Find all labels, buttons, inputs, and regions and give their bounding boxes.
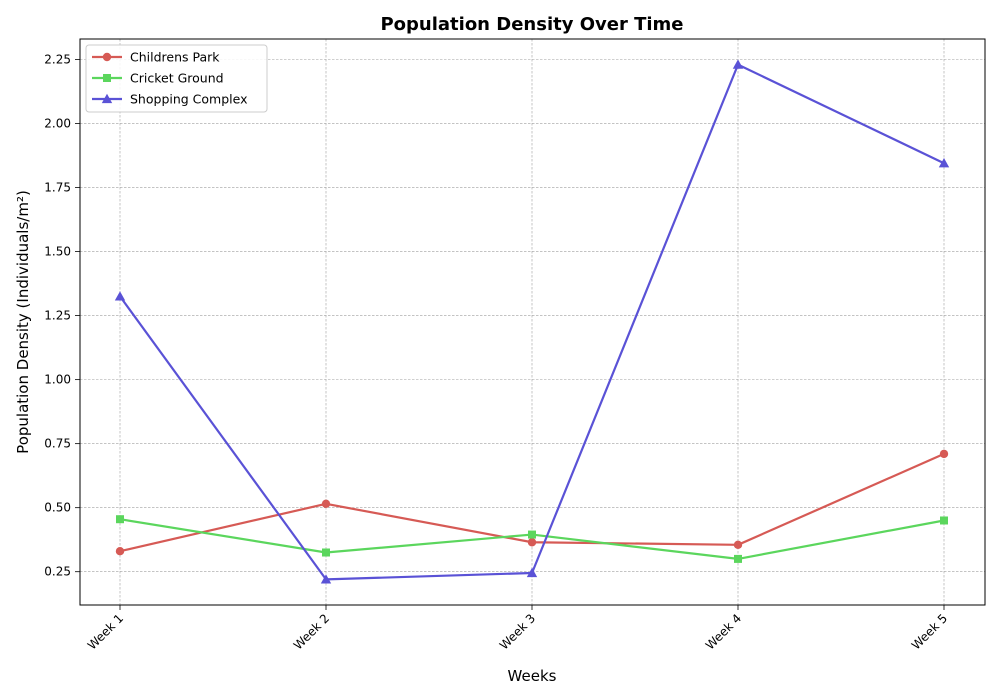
- series-markers: [114, 59, 950, 584]
- data-point-childrens-park: [733, 540, 743, 550]
- legend-marker-cricket-ground: [103, 74, 111, 82]
- data-point-shopping-complex: [526, 567, 538, 578]
- legend-marker-childrens-park: [102, 52, 112, 62]
- y-tick-label: 0.50: [44, 501, 71, 515]
- plot-frame: [79, 38, 986, 606]
- data-point-childrens-park: [939, 449, 949, 459]
- data-point-childrens-park: [527, 538, 537, 547]
- data-point-cricket-ground: [940, 516, 948, 525]
- y-tick-label: 1.50: [44, 245, 71, 259]
- data-point-childrens-park: [115, 547, 125, 556]
- data-point-shopping-complex: [320, 574, 332, 584]
- y-tick-label: 0.75: [44, 437, 71, 451]
- data-point-shopping-complex: [938, 158, 950, 168]
- data-point-childrens-park: [321, 499, 331, 509]
- legend-marker-shopping-complex: [101, 93, 113, 104]
- data-point-shopping-complex: [732, 59, 744, 69]
- y-tick-label: 2.25: [44, 52, 71, 66]
- y-tick-label: 1.25: [44, 309, 71, 323]
- legend-label-cricket-ground: Cricket Ground: [130, 71, 224, 86]
- y-tick-label: 1.75: [44, 181, 71, 195]
- data-point-cricket-ground: [116, 515, 124, 524]
- y-tick-label: 2.00: [44, 117, 71, 131]
- y-tick-label: 0.25: [44, 565, 71, 579]
- y-tick-label: 1.00: [44, 373, 71, 387]
- legend-label-shopping-complex: Shopping Complex: [130, 92, 248, 107]
- data-point-cricket-ground: [322, 548, 330, 557]
- data-point-shopping-complex: [114, 291, 126, 301]
- legend-label-childrens-park: Childrens Park: [130, 50, 220, 65]
- y-axis: 0.25 0.50 0.75 1.00 1.25 1.50 1.75 2.00 2.25: [44, 52, 80, 579]
- legend-box: [85, 44, 268, 113]
- legend: Childrens Park Cricket Ground Shopping Com…: [85, 44, 268, 113]
- data-point-cricket-ground: [734, 554, 742, 563]
- grid-lines: [80, 39, 985, 605]
- y-axis-label: Population Density (Individuals/m²): [14, 190, 32, 454]
- chart-title: Population Density Over Time: [380, 14, 683, 35]
- data-point-cricket-ground: [528, 530, 536, 539]
- x-axis-label: Weeks: [508, 667, 557, 685]
